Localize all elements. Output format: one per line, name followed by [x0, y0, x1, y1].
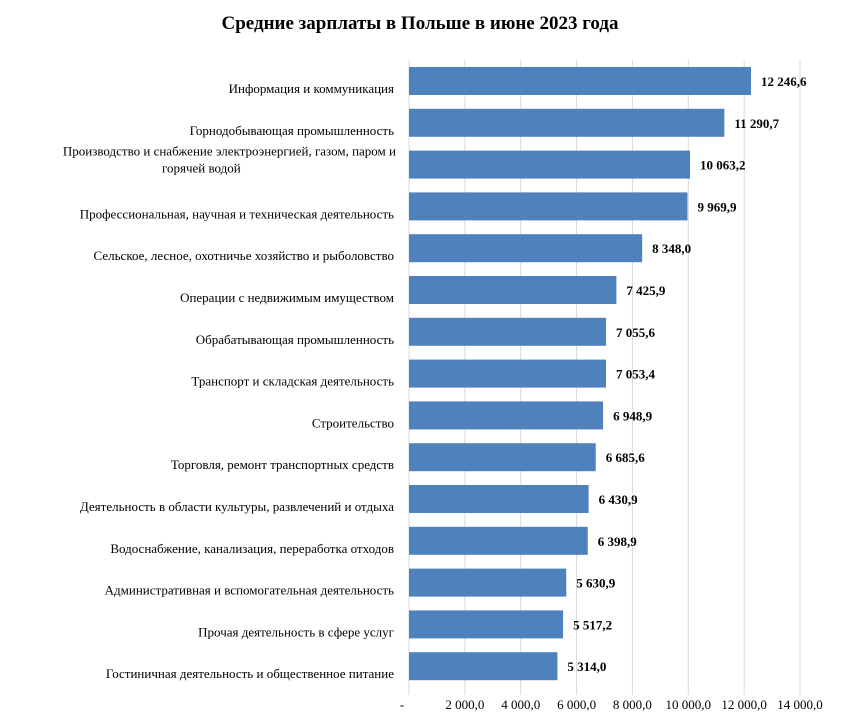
bar [409, 652, 558, 681]
value-label: 7 053,4 [616, 367, 656, 382]
value-label: 5 314,0 [567, 659, 606, 674]
value-label: 9 969,9 [697, 199, 737, 214]
bar [409, 317, 607, 346]
category-label: Административная и вспомогательная деяте… [105, 583, 394, 598]
bar [409, 234, 643, 263]
category-label: Торговля, ремонт транспортных средств [171, 457, 394, 472]
value-label: 5 517,2 [573, 617, 612, 632]
category-label: Профессиональная, научная и техническая … [80, 206, 394, 221]
bar [409, 568, 567, 597]
category-label: Прочая деятельность в сфере услуг [198, 624, 394, 639]
value-label: 11 290,7 [734, 116, 779, 131]
bar [409, 485, 589, 513]
labels: 12 246,6 Информация и коммуникация 11 290,… [63, 74, 807, 681]
value-label: 7 055,6 [616, 325, 656, 340]
x-tick-label: 6 000,0 [557, 697, 596, 712]
value-label: 6 685,6 [606, 450, 646, 465]
category-label: Транспорт и складская деятельность [191, 374, 394, 389]
category-label: Горнодобывающая промышленность [190, 123, 395, 138]
bar [409, 276, 617, 304]
x-tick-label: - [400, 697, 404, 712]
category-label: Деятельность в области культуры, развлеч… [80, 499, 394, 514]
value-label: 6 398,9 [598, 534, 638, 549]
category-label: Строительство [312, 415, 394, 430]
x-tick-label: 14 000,0 [777, 697, 823, 712]
x-tick-label: 2 000,0 [445, 697, 484, 712]
value-label: 7 425,9 [626, 283, 666, 298]
bar [409, 108, 725, 137]
value-label: 6 430,9 [599, 492, 639, 507]
category-label: Информация и коммуникация [229, 81, 394, 96]
bar [409, 401, 604, 430]
category-label: Водоснабжение, канализация, переработка … [110, 541, 394, 556]
x-tick-label: 4 000,0 [501, 697, 540, 712]
bar [409, 192, 688, 221]
bar [409, 610, 564, 639]
x-tick-label: 8 000,0 [613, 697, 652, 712]
x-tick-label: 10 000,0 [666, 697, 712, 712]
category-label: Гостиничная деятельность и общественное … [106, 666, 394, 681]
x-tick-label: 12 000,0 [721, 697, 767, 712]
bars [409, 67, 752, 681]
value-label: 8 348,0 [652, 241, 691, 256]
category-label: Операции с недвижимым имуществом [180, 290, 394, 305]
value-label: 5 630,9 [576, 576, 616, 591]
bar [409, 443, 596, 472]
bar [409, 526, 588, 555]
bar [409, 150, 691, 179]
value-label: 10 063,2 [700, 158, 746, 173]
bar [409, 359, 606, 388]
bar [409, 67, 752, 95]
value-label: 6 948,9 [613, 408, 653, 423]
value-label: 12 246,6 [761, 74, 807, 89]
category-label: Сельское, лесное, охотничье хозяйство и … [94, 248, 394, 263]
chart-title: Средние зарплаты в Польше в июне 2023 го… [222, 13, 619, 34]
x-axis-ticks: - 2 000,0 4 000,0 6 000,0 8 000,0 10 000,0 12 … [400, 697, 823, 712]
category-label: Производство и снабжение электроэнергией… [63, 144, 396, 176]
category-label: Обрабатывающая промышленность [196, 332, 394, 347]
